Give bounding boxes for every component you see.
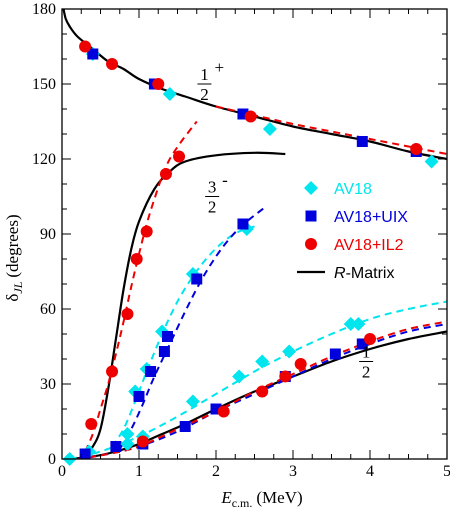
- circle-marker: [410, 143, 423, 155]
- y-axis-label-sub: JL: [11, 281, 25, 293]
- dashed-curve-av18-il2-32-: [84, 120, 198, 452]
- diamond-marker: [185, 394, 200, 409]
- circle-marker: [217, 405, 230, 418]
- rmatrix-curve-r-matrix-32-: [84, 151, 286, 455]
- rmatrix-curve-r-matrix-12+: [62, 9, 447, 161]
- square-marker: [179, 421, 191, 432]
- square-marker: [161, 331, 173, 342]
- parity-sign: -: [222, 171, 228, 190]
- y-tick-label: 150: [32, 76, 56, 93]
- dashed-curve-av18-32-: [111, 225, 255, 448]
- square-marker: [133, 391, 145, 402]
- circle-marker: [244, 110, 257, 123]
- square-marker: [87, 48, 99, 60]
- square-marker: [356, 136, 368, 147]
- circle-marker: [173, 150, 186, 163]
- diamond-marker: [262, 122, 277, 136]
- circle-marker: [364, 333, 376, 345]
- circle-marker: [159, 168, 172, 180]
- x-tick-label: 3: [289, 463, 297, 480]
- y-tick-label: 60: [40, 301, 56, 318]
- circle-marker: [279, 370, 292, 383]
- legend-label: AV18+UIX: [334, 209, 408, 226]
- legend-label: R-Matrix: [334, 265, 394, 282]
- dashed-curve-av18-uix-32-: [118, 205, 267, 450]
- legend-circle-icon: [305, 238, 317, 250]
- square-marker: [79, 448, 91, 460]
- fraction-numerator: 1: [200, 65, 209, 84]
- x-axis-label-sub: c.m.: [232, 496, 253, 510]
- circle-marker: [106, 365, 119, 378]
- fraction-denominator: 2: [200, 85, 209, 104]
- parity-sign: +: [214, 58, 224, 77]
- y-tick-label: 0: [48, 451, 56, 468]
- legend-diamond-icon: [304, 181, 318, 195]
- circle-marker: [79, 40, 92, 53]
- y-axis-label-unit: (degrees): [3, 214, 22, 277]
- fraction-numerator: 1: [362, 343, 371, 362]
- axis-ticks: [61, 8, 448, 460]
- square-marker: [191, 273, 203, 285]
- parity-sign: -: [376, 336, 382, 355]
- diamond-marker: [255, 354, 270, 369]
- y-tick-label: 90: [40, 226, 56, 243]
- diamond-marker: [282, 344, 297, 359]
- legend-square-icon: [305, 210, 317, 222]
- x-tick-label: 1: [135, 463, 143, 480]
- x-tick-label: 2: [212, 463, 220, 480]
- x-tick-label: 4: [366, 463, 374, 480]
- legend-label: AV18+IL2: [334, 237, 404, 254]
- y-axis-label-main: δ: [3, 294, 22, 302]
- fraction-numerator: 3: [208, 178, 217, 197]
- diamond-marker: [343, 317, 358, 331]
- diamond-marker: [424, 154, 439, 169]
- dashed-curve-av18-il2-12-: [77, 320, 447, 459]
- partial-wave-label: 12 +: [197, 58, 224, 104]
- x-axis-label-main: E: [220, 488, 232, 507]
- y-tick-label: 180: [32, 1, 56, 18]
- square-marker: [237, 108, 249, 120]
- square-marker: [110, 441, 122, 452]
- x-axis-label-unit: (MeV): [256, 488, 302, 507]
- x-tick-label: 0: [58, 463, 66, 480]
- circle-marker: [140, 225, 153, 238]
- circle-marker: [152, 78, 165, 90]
- circle-marker: [136, 435, 149, 448]
- square-marker: [237, 218, 249, 230]
- partial-wave-annotations: 12+32-12-: [197, 58, 382, 382]
- legend: AV18 AV18+UIX AV18+IL2 R-Matrix: [297, 181, 408, 282]
- diamond-marker: [351, 317, 366, 331]
- circle-marker: [130, 253, 143, 265]
- diamond-marker: [232, 369, 247, 384]
- square-marker: [158, 346, 170, 357]
- x-axis-label: Ec.m. (MeV): [220, 488, 302, 510]
- circle-marker: [106, 58, 119, 70]
- legend-label: AV18: [334, 181, 372, 198]
- fraction-denominator: 2: [208, 198, 217, 217]
- marker-layer: [62, 40, 439, 466]
- x-tick-label: 5: [443, 463, 450, 480]
- diamond-marker: [120, 427, 135, 441]
- diamond-marker: [162, 87, 177, 101]
- curve-layer: [62, 9, 447, 459]
- circle-marker: [294, 358, 307, 370]
- partial-wave-label: 12-: [359, 336, 382, 382]
- circle-marker: [121, 308, 134, 320]
- square-marker: [145, 366, 157, 377]
- circle-marker: [256, 385, 269, 398]
- fraction-denominator: 2: [362, 363, 371, 382]
- partial-wave-label: 32-: [205, 171, 228, 217]
- circle-marker: [85, 418, 98, 430]
- y-axis-label: δJL (degrees): [3, 214, 25, 301]
- diamond-marker: [120, 437, 135, 451]
- square-marker: [329, 348, 341, 360]
- square-marker: [210, 403, 222, 415]
- y-tick-label: 120: [32, 151, 56, 168]
- square-marker: [356, 338, 368, 350]
- y-tick-label: 30: [40, 376, 56, 393]
